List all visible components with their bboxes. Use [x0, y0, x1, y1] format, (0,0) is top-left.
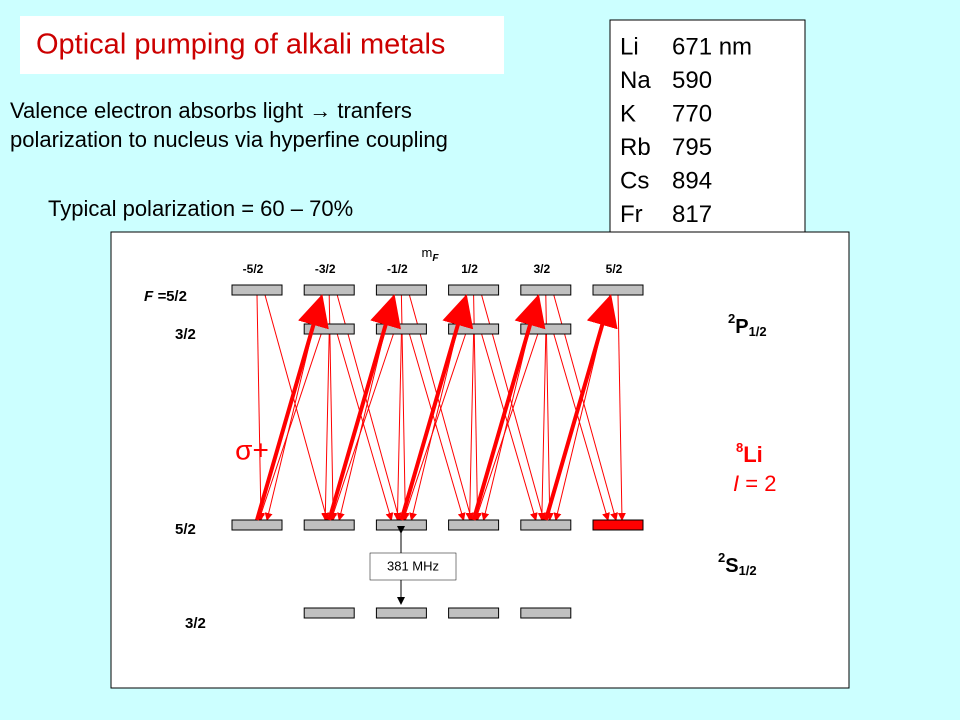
- decay-line: [329, 333, 394, 521]
- decay-line: [336, 333, 394, 521]
- decay-line: [474, 333, 539, 521]
- element: Rb: [620, 134, 651, 161]
- mf-label: mF: [422, 245, 440, 263]
- state-sub: 1/2: [749, 324, 767, 339]
- level: [448, 519, 500, 531]
- mf-value: 1/2: [461, 262, 478, 276]
- title: Optical pumping of alkali metals: [36, 29, 445, 61]
- wavelength-table: Li 671 nm Na 590 K 770 Rb 795 Cs 894 Fr 817: [620, 33, 752, 228]
- mf-value: -3/2: [315, 262, 336, 276]
- level: [375, 607, 427, 619]
- polarization: Typical polarization = 60 – 70%: [48, 196, 353, 221]
- level: [375, 284, 427, 296]
- upper-state: 2P1/2: [728, 311, 767, 339]
- pump-arrow: [255, 294, 329, 521]
- state-term: P: [735, 316, 748, 338]
- wavelength: 817: [672, 201, 712, 228]
- spin-symbol: I: [733, 471, 739, 496]
- pump-arrow: [543, 294, 618, 521]
- level: [303, 607, 355, 619]
- level: [448, 607, 500, 619]
- pump-arrow: [327, 294, 401, 521]
- decay-line: [537, 333, 547, 521]
- level: [231, 519, 283, 531]
- label-box: [130, 280, 218, 318]
- decay-line: [481, 333, 538, 521]
- level: [520, 284, 572, 296]
- decay-line: [256, 294, 265, 521]
- spin: I = 2: [733, 471, 776, 496]
- wavelength: 671 nm: [672, 33, 752, 60]
- title-box: [20, 16, 504, 74]
- lower-state: 2S1/2: [718, 550, 757, 578]
- element: Cs: [620, 167, 649, 194]
- level: [520, 519, 572, 531]
- element: Li: [620, 33, 639, 60]
- state-sup: 2: [728, 311, 735, 326]
- isotope: 8Li: [736, 440, 763, 466]
- mf-value: -1/2: [387, 262, 408, 276]
- level: [520, 607, 572, 619]
- intro-line: polarization to nucleus via hyperfine co…: [10, 127, 448, 152]
- pump-arrow: [399, 294, 474, 521]
- upper-f-label: 3/2: [175, 326, 196, 343]
- decay-line: [393, 333, 402, 521]
- level-diagram: -5/2 -3/2 -1/2 1/2 3/2 5/2: [231, 262, 644, 619]
- mf-value: 5/2: [606, 262, 623, 276]
- label-box: [695, 536, 778, 582]
- element: K: [620, 100, 636, 127]
- mf-value: -5/2: [243, 262, 264, 276]
- level: [592, 284, 644, 296]
- level: [231, 284, 283, 296]
- wavelength: 590: [672, 67, 712, 94]
- decay-line: [465, 333, 475, 521]
- mf-subscript: F: [432, 253, 439, 264]
- transition-label: σ+: [235, 434, 269, 465]
- wavelength: 894: [672, 167, 712, 194]
- isotope-symbol: Li: [743, 442, 763, 467]
- label-box: [158, 318, 226, 350]
- level: [303, 519, 355, 531]
- state-term: S: [725, 555, 738, 577]
- mf-symbol: m: [422, 245, 433, 260]
- lower-f-label: 5/2: [175, 521, 196, 538]
- level: [448, 284, 500, 296]
- level: [592, 519, 644, 531]
- pump-arrow: [471, 294, 546, 521]
- wavelength: 770: [672, 100, 712, 127]
- splitting-box: [369, 552, 457, 581]
- decay-line: [617, 294, 626, 521]
- decay-line: [553, 333, 610, 521]
- intro-line: Valence electron absorbs light → tranfer…: [10, 98, 412, 123]
- f-value: 5/2: [166, 288, 187, 305]
- f-prefix: F =: [144, 288, 166, 305]
- spin-value: = 2: [739, 471, 776, 496]
- wavelength-box: [609, 19, 806, 235]
- decay-line: [401, 333, 467, 521]
- isotope-mass: 8: [736, 440, 743, 455]
- level: [375, 519, 427, 531]
- upper-f-label: F =5/2: [144, 288, 187, 305]
- label-box: [708, 296, 788, 342]
- decay-line: [257, 333, 322, 521]
- decay-line: [321, 333, 330, 521]
- lower-f-label: 3/2: [185, 615, 206, 632]
- splitting-label: 381 MHz: [387, 558, 439, 573]
- mf-value: 3/2: [533, 262, 550, 276]
- level: [303, 284, 355, 296]
- decay-line: [408, 333, 466, 521]
- element: Na: [620, 67, 651, 94]
- state-sup: 2: [718, 550, 725, 565]
- element: Fr: [620, 201, 643, 228]
- state-sub: 1/2: [739, 563, 757, 578]
- wavelength: 795: [672, 134, 712, 161]
